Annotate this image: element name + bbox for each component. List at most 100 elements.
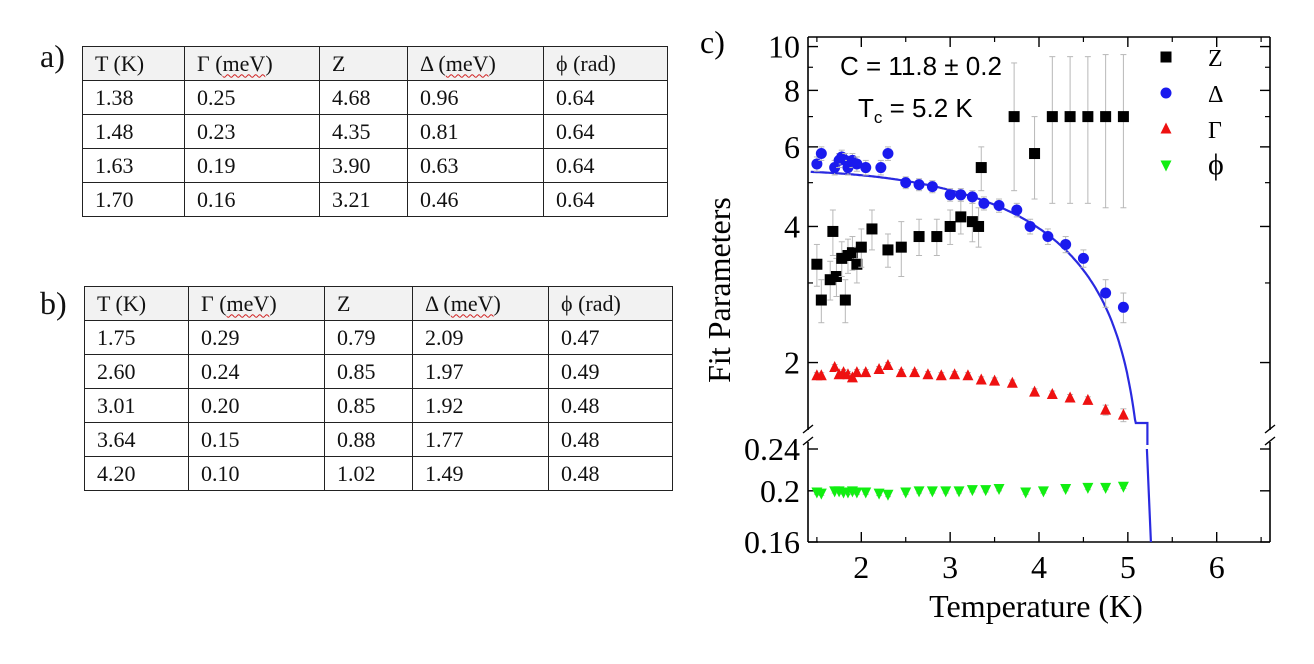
data-point-gamma [1046, 387, 1058, 399]
table-cell: 0.85 [324, 388, 413, 423]
table-cell: 0.63 [407, 148, 544, 183]
axis-break-mark [802, 436, 814, 446]
data-point-gamma [909, 366, 921, 378]
table-cell: 0.20 [188, 388, 325, 423]
table-cell: 0.24 [188, 354, 325, 389]
data-point-delta [811, 158, 823, 170]
data-point-z [975, 162, 987, 174]
data-point-delta [900, 177, 912, 189]
table-header-row: T (K) Γ (meV) Z Δ (meV) ϕ (rad) [84, 286, 673, 321]
data-point-gamma [1006, 376, 1018, 388]
y-tick-label: 8 [784, 72, 800, 108]
table-cell: 0.10 [188, 456, 325, 491]
data-point-phi [1082, 482, 1094, 494]
annotation-tc: Tc = 5.2 K [858, 93, 973, 127]
header-temperature: T (K) [84, 286, 189, 321]
table-cell: 1.77 [412, 422, 549, 457]
x-tick-label: 6 [1209, 549, 1225, 585]
legend-label-delta: Δ [1208, 82, 1223, 108]
y-tick-label: 2 [784, 345, 800, 381]
series-phi [811, 481, 1129, 501]
table-cell: 0.48 [548, 456, 673, 491]
legend-label-phi: ϕ [1208, 148, 1224, 181]
legend-label-gamma: Γ [1208, 118, 1222, 144]
data-point-phi [1100, 482, 1112, 494]
table-cell: 1.49 [412, 456, 549, 491]
series-delta [811, 146, 1129, 324]
table-cell: 4.20 [84, 456, 189, 491]
data-point-gamma [935, 369, 947, 381]
header-z: Z [319, 46, 408, 81]
data-point-delta [851, 158, 863, 170]
axis-ticks: 2 3 4 5 6 10 8 6 4 2 0.24 0.2 0.16 [744, 29, 1270, 585]
panel-b-label: b) [40, 285, 67, 321]
data-point-delta [882, 148, 894, 160]
header-gamma: Γ (meV) [188, 286, 325, 321]
data-point-delta [815, 148, 827, 160]
x-tick-label: 2 [853, 549, 869, 585]
table-b: T (K) Γ (meV) Z Δ (meV) ϕ (rad) 1.75 0.29… [84, 286, 673, 491]
table-cell: 0.64 [543, 182, 668, 217]
data-point-z [973, 220, 985, 232]
table-cell: 0.23 [184, 114, 320, 149]
table-cell: 3.21 [319, 182, 408, 217]
panel-c-label: c) [700, 25, 725, 60]
table-cell: 1.97 [412, 354, 549, 389]
data-point-phi [953, 486, 965, 498]
table-cell: 0.15 [188, 422, 325, 457]
header-delta: Δ (meV) [407, 46, 544, 81]
legend-marker-delta [1160, 87, 1172, 99]
data-point-delta [1100, 287, 1112, 299]
table-cell: 0.48 [548, 422, 673, 457]
axis-break-mark [802, 424, 814, 434]
data-point-z [1029, 148, 1041, 160]
data-point-delta [926, 181, 938, 193]
table-row: 3.64 0.15 0.88 1.77 0.48 [84, 422, 673, 457]
data-point-delta [955, 189, 967, 201]
data-point-z [1082, 111, 1094, 123]
table-row: 2.60 0.24 0.85 1.97 0.49 [84, 354, 673, 389]
header-gamma: Γ (meV) [184, 46, 320, 81]
series-gamma [811, 359, 1129, 423]
legend-marker-z [1160, 51, 1172, 63]
data-point-delta [1024, 220, 1036, 232]
data-point-phi [1117, 481, 1129, 493]
table-cell: 1.92 [412, 388, 549, 423]
table-cell: 3.01 [84, 388, 189, 423]
data-point-gamma [815, 369, 827, 381]
data-point-z [836, 252, 848, 264]
data-point-phi [913, 486, 925, 498]
table-cell: 0.79 [324, 320, 413, 355]
data-point-gamma [1082, 393, 1094, 405]
header-z: Z [324, 286, 413, 321]
y-tick-label: 4 [784, 208, 800, 244]
data-point-z [1064, 111, 1076, 123]
data-point-phi [873, 488, 885, 500]
data-point-phi [1020, 487, 1032, 499]
data-point-z [966, 216, 978, 228]
data-point-z [882, 244, 894, 256]
y-tick-label: 6 [784, 129, 800, 165]
y-axis-label: Fit Parameters [701, 197, 737, 383]
data-point-phi [851, 487, 863, 499]
data-point-z [1117, 111, 1129, 123]
data-point-gamma [895, 366, 907, 378]
table-cell: 1.75 [84, 320, 189, 355]
header-delta: Δ (meV) [412, 286, 549, 321]
table-cell: 1.48 [82, 114, 185, 149]
axis-break-mark [1264, 424, 1276, 434]
table-cell: 0.47 [548, 320, 673, 355]
data-point-z [851, 258, 863, 270]
data-point-z [811, 258, 823, 270]
table-cell: 0.49 [548, 354, 673, 389]
table-cell: 0.64 [543, 80, 668, 115]
table-cell: 0.64 [543, 148, 668, 183]
data-point-z [815, 294, 827, 306]
legend-label-z: Z [1208, 46, 1223, 72]
table-cell: 0.29 [188, 320, 325, 355]
data-point-phi [1037, 486, 1049, 498]
table-row: 1.70 0.16 3.21 0.46 0.64 [82, 182, 668, 217]
table-cell: 0.85 [324, 354, 413, 389]
data-point-delta [944, 189, 956, 201]
